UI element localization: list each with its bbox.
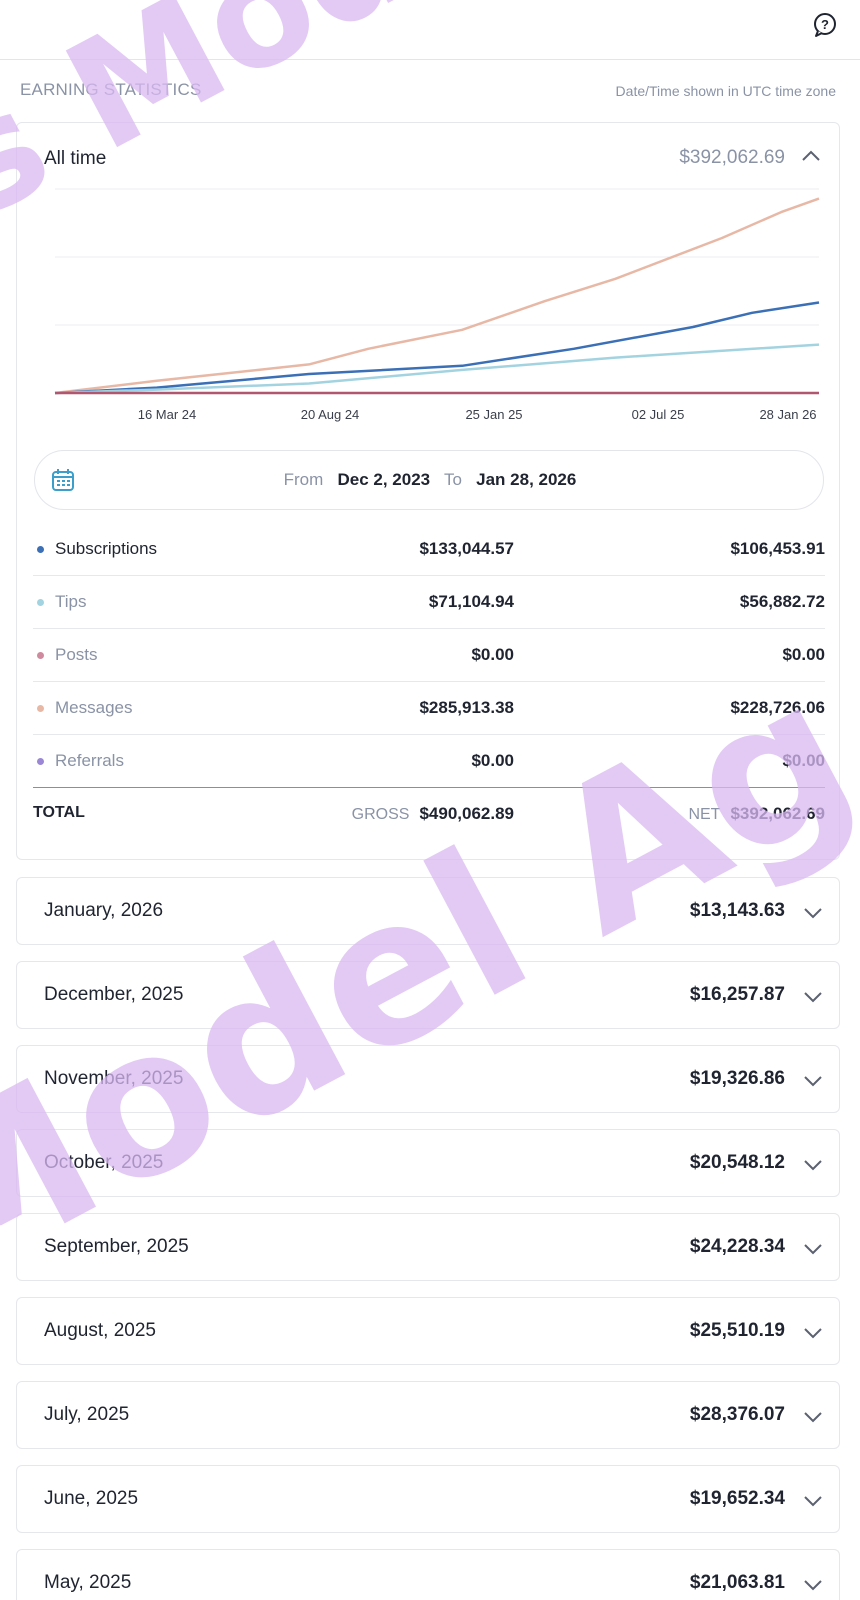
month-row[interactable]: August, 2025 $25,510.19: [16, 1297, 840, 1365]
from-date[interactable]: Dec 2, 2023: [337, 470, 431, 489]
from-label: From: [283, 470, 324, 489]
month-row[interactable]: July, 2025 $28,376.07: [16, 1381, 840, 1449]
row-net: $56,882.72: [739, 592, 825, 611]
chevron-down-icon[interactable]: [803, 990, 823, 1004]
month-row[interactable]: November, 2025 $19,326.86: [16, 1045, 840, 1113]
legend-dot: [37, 758, 44, 765]
chevron-up-icon[interactable]: [801, 149, 821, 163]
breakdown-row-tips: Tips $71,104.94 $56,882.72: [33, 576, 825, 629]
series-line-tips: [54, 343, 820, 395]
breakdown-row-posts: Posts $0.00 $0.00: [33, 629, 825, 682]
month-amount: $13,143.63: [689, 900, 785, 921]
legend-dot: [37, 652, 44, 659]
month-amount: $19,326.86: [689, 1068, 785, 1089]
month-label: September, 2025: [44, 1236, 189, 1257]
date-range-picker[interactable]: From Dec 2, 2023 To Jan 28, 2026: [34, 450, 824, 510]
month-label: December, 2025: [44, 984, 184, 1005]
row-net: $106,453.91: [730, 539, 825, 558]
legend-dot: [37, 705, 44, 712]
breakdown-row-messages: Messages $285,913.38 $228,726.06: [33, 682, 825, 735]
all-time-card: All time $392,062.69 16 Mar 24 20 Aug 24 2…: [16, 122, 840, 860]
chevron-down-icon[interactable]: [803, 1410, 823, 1424]
top-bar: ?: [0, 0, 860, 60]
month-row[interactable]: May, 2025 $21,063.81: [16, 1549, 840, 1600]
legend-dot: [37, 546, 44, 553]
month-label: November, 2025: [44, 1068, 184, 1089]
card-total: $392,062.69: [679, 147, 785, 168]
x-tick-label: 16 Mar 24: [138, 407, 197, 422]
row-gross: $0.00: [471, 645, 514, 664]
calendar-icon[interactable]: [50, 467, 76, 493]
x-tick-label: 02 Jul 25: [632, 407, 685, 422]
gross-tag: GROSS: [351, 806, 410, 823]
to-date[interactable]: Jan 28, 2026: [476, 470, 577, 489]
x-tick-label: 28 Jan 26: [759, 407, 816, 422]
chevron-down-icon[interactable]: [803, 906, 823, 920]
total-net: NET $392,062.69: [688, 804, 825, 824]
row-label: Tips: [55, 592, 87, 611]
help-circle-icon[interactable]: ?: [812, 12, 838, 38]
timezone-note: Date/Time shown in UTC time zone: [615, 83, 836, 99]
x-tick-label: 25 Jan 25: [465, 407, 522, 422]
breakdown-row-subscriptions: Subscriptions $133,044.57 $106,453.91: [33, 523, 825, 576]
date-range-text: From Dec 2, 2023 To Jan 28, 2026: [35, 470, 825, 490]
month-row[interactable]: January, 2026 $13,143.63: [16, 877, 840, 945]
chevron-down-icon[interactable]: [803, 1074, 823, 1088]
x-tick-label: 20 Aug 24: [301, 407, 360, 422]
month-row[interactable]: October, 2025 $20,548.12: [16, 1129, 840, 1197]
card-title: All time: [44, 148, 107, 169]
month-amount: $19,652.34: [689, 1488, 785, 1509]
net-amount: $392,062.69: [730, 804, 825, 823]
section-title: EARNING STATISTICS: [20, 80, 202, 99]
month-amount: $20,548.12: [689, 1152, 785, 1173]
row-label: Messages: [55, 698, 133, 717]
total-label: TOTAL: [33, 804, 85, 821]
breakdown-row-referrals: Referrals $0.00 $0.00: [33, 735, 825, 788]
svg-text:?: ?: [821, 17, 829, 32]
gross-amount: $490,062.89: [419, 804, 514, 823]
row-net: $228,726.06: [730, 698, 825, 717]
chevron-down-icon[interactable]: [803, 1326, 823, 1340]
earnings-chart-svg: 16 Mar 24 20 Aug 24 25 Jan 25 02 Jul 25 28 J…: [54, 188, 820, 422]
row-gross: $285,913.38: [419, 698, 514, 717]
chevron-down-icon[interactable]: [803, 1578, 823, 1592]
month-row[interactable]: June, 2025 $19,652.34: [16, 1465, 840, 1533]
month-label: June, 2025: [44, 1488, 139, 1509]
row-net: $0.00: [782, 645, 825, 664]
month-amount: $16,257.87: [689, 984, 785, 1005]
month-label: January, 2026: [44, 900, 164, 921]
row-gross: $71,104.94: [428, 592, 514, 611]
chevron-down-icon[interactable]: [803, 1494, 823, 1508]
section-header: EARNING STATISTICS Date/Time shown in UT…: [20, 80, 836, 102]
month-amount: $24,228.34: [689, 1236, 785, 1257]
earnings-breakdown: Subscriptions $133,044.57 $106,453.91 Ti…: [33, 523, 825, 840]
month-amount: $25,510.19: [689, 1320, 785, 1341]
total-row: TOTAL GROSS $490,062.89 NET $392,062.69: [33, 788, 825, 840]
legend-dot: [37, 599, 44, 606]
month-row[interactable]: December, 2025 $16,257.87: [16, 961, 840, 1029]
month-label: July, 2025: [44, 1404, 130, 1425]
row-gross: $0.00: [471, 751, 514, 770]
chevron-down-icon[interactable]: [803, 1158, 823, 1172]
row-label: Posts: [55, 645, 98, 664]
series-line-subscriptions: [54, 301, 820, 395]
net-tag: NET: [688, 806, 721, 823]
row-label: Referrals: [55, 751, 124, 770]
month-label: August, 2025: [44, 1320, 156, 1341]
series-line-messages: [54, 197, 820, 395]
row-gross: $133,044.57: [419, 539, 514, 558]
total-gross: GROSS $490,062.89: [352, 804, 514, 824]
month-label: May, 2025: [44, 1572, 132, 1593]
month-row[interactable]: September, 2025 $24,228.34: [16, 1213, 840, 1281]
chevron-down-icon[interactable]: [803, 1242, 823, 1256]
row-net: $0.00: [782, 751, 825, 770]
earnings-chart: 16 Mar 24 20 Aug 24 25 Jan 25 02 Jul 25 28 J…: [37, 185, 837, 431]
month-amount: $21,063.81: [689, 1572, 785, 1593]
month-label: October, 2025: [44, 1152, 164, 1173]
to-label: To: [444, 470, 462, 489]
month-amount: $28,376.07: [689, 1404, 785, 1425]
row-label: Subscriptions: [55, 539, 158, 558]
